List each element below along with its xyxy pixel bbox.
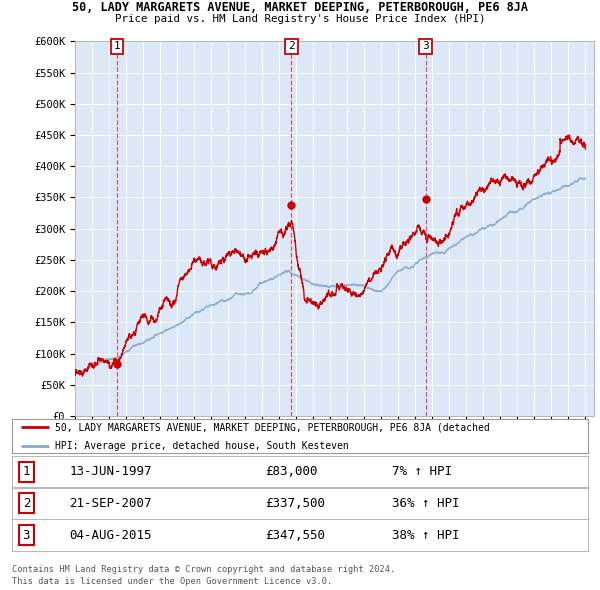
Text: 38% ↑ HPI: 38% ↑ HPI: [392, 529, 460, 542]
Text: 1: 1: [113, 41, 120, 51]
Text: Contains HM Land Registry data © Crown copyright and database right 2024.: Contains HM Land Registry data © Crown c…: [12, 565, 395, 573]
Text: 7% ↑ HPI: 7% ↑ HPI: [392, 465, 452, 478]
Text: 04-AUG-2015: 04-AUG-2015: [70, 529, 152, 542]
Text: 21-SEP-2007: 21-SEP-2007: [70, 497, 152, 510]
Text: 3: 3: [23, 529, 30, 542]
Text: This data is licensed under the Open Government Licence v3.0.: This data is licensed under the Open Gov…: [12, 577, 332, 586]
Text: 50, LADY MARGARETS AVENUE, MARKET DEEPING, PETERBOROUGH, PE6 8JA: 50, LADY MARGARETS AVENUE, MARKET DEEPIN…: [72, 1, 528, 14]
Text: 50, LADY MARGARETS AVENUE, MARKET DEEPING, PETERBOROUGH, PE6 8JA (detached: 50, LADY MARGARETS AVENUE, MARKET DEEPIN…: [55, 422, 490, 432]
Text: £347,550: £347,550: [265, 529, 325, 542]
Text: 2: 2: [288, 41, 295, 51]
Text: £337,500: £337,500: [265, 497, 325, 510]
Text: HPI: Average price, detached house, South Kesteven: HPI: Average price, detached house, Sout…: [55, 441, 349, 451]
Text: £83,000: £83,000: [265, 465, 318, 478]
Text: 1: 1: [23, 465, 30, 478]
Text: Price paid vs. HM Land Registry's House Price Index (HPI): Price paid vs. HM Land Registry's House …: [115, 14, 485, 24]
Text: 2: 2: [23, 497, 30, 510]
Text: 36% ↑ HPI: 36% ↑ HPI: [392, 497, 460, 510]
Text: 3: 3: [422, 41, 429, 51]
Text: 13-JUN-1997: 13-JUN-1997: [70, 465, 152, 478]
